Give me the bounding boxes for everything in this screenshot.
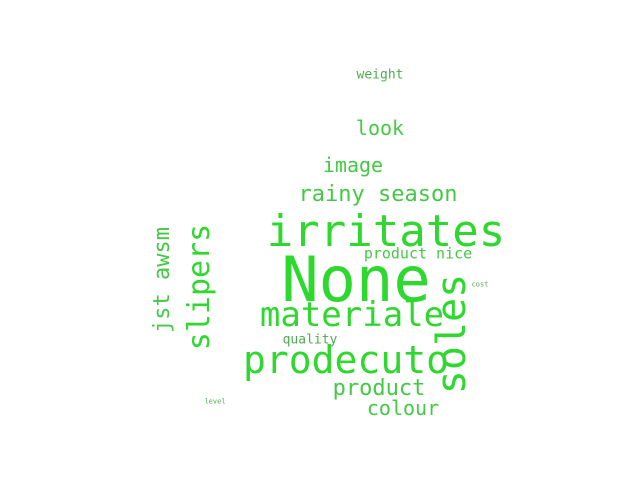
word-jst-awsm: jst awsm	[150, 227, 175, 333]
word-look: look	[355, 116, 405, 140]
word-image: image	[322, 153, 384, 177]
word-none: None	[281, 243, 431, 316]
word-irritates: irritates	[266, 206, 506, 257]
word-quality: quality	[282, 332, 338, 348]
word-cost: cost	[471, 280, 489, 289]
word-product: product	[332, 376, 426, 401]
word-weight: weight	[356, 67, 404, 83]
word-product-nice: product nice	[363, 244, 473, 263]
word-level: level	[204, 397, 226, 406]
word-materiale: materiale	[259, 295, 445, 335]
word-slipers: slipers	[182, 223, 217, 351]
word-prodecuto: prodecuto	[243, 338, 449, 382]
word-rainy-season: rainy season	[298, 182, 458, 207]
word-colour: colour	[366, 396, 440, 420]
